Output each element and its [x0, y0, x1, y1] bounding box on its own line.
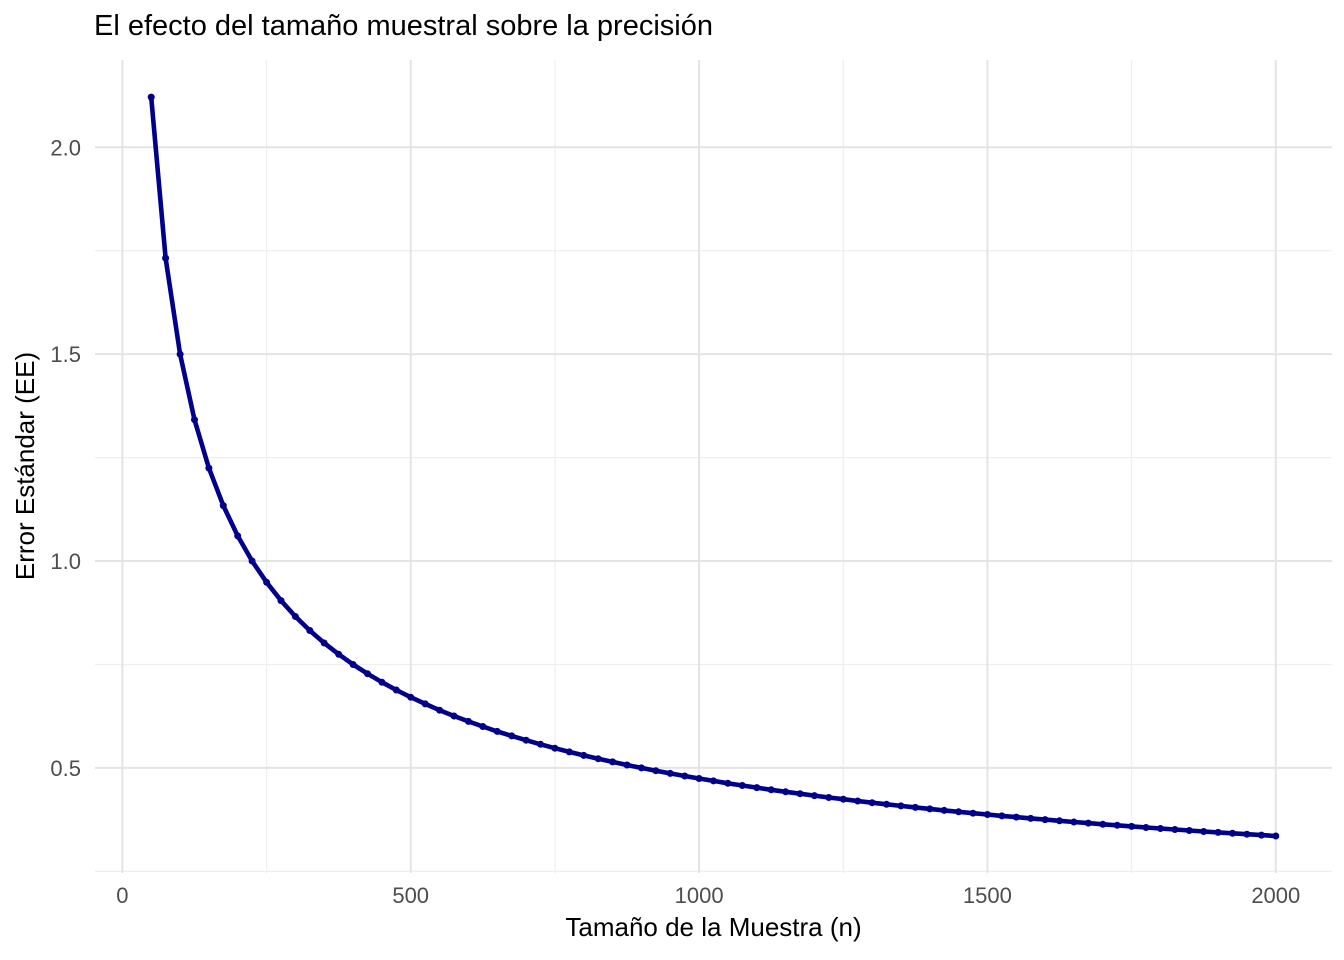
se-curve-point — [508, 732, 516, 740]
x-tick-label: 0 — [116, 883, 128, 908]
se-curve-point — [1128, 822, 1136, 830]
x-tick-label: 1500 — [963, 883, 1012, 908]
y-tick-label: 2.0 — [50, 135, 81, 160]
se-curve-point — [897, 802, 905, 810]
se-curve-point — [839, 795, 847, 803]
chart-title: El efecto del tamaño muestral sobre la p… — [94, 10, 713, 42]
se-curve-point — [306, 627, 314, 634]
se-curve-point — [421, 700, 429, 708]
se-curve-point — [1084, 819, 1092, 827]
se-curve-point — [1200, 828, 1208, 835]
se-curve-point — [407, 693, 415, 701]
se-curve-point — [147, 93, 155, 101]
se-curve-point — [219, 502, 227, 510]
se-curve-point — [1185, 827, 1193, 834]
se-curve-point — [450, 712, 458, 720]
se-curve-point — [969, 809, 977, 817]
se-curve-point — [883, 800, 890, 808]
se-curve-line — [148, 94, 1279, 839]
se-curve-point — [1272, 832, 1280, 840]
se-curve-point — [335, 650, 343, 658]
se-curve-point — [1156, 825, 1164, 832]
se-curve-point — [724, 779, 732, 787]
se-curve-point — [695, 775, 703, 782]
se-curve-point — [796, 790, 804, 798]
se-curve-point — [810, 792, 818, 800]
se-curve-point — [753, 784, 761, 792]
se-curve-point — [349, 661, 357, 668]
se-curve-point — [825, 794, 833, 801]
se-curve-point — [1214, 828, 1222, 836]
se-curve-point — [378, 678, 386, 686]
se-curve-point — [1012, 813, 1020, 821]
se-curve-point — [551, 744, 559, 752]
y-tick-label: 1.0 — [50, 549, 81, 574]
se-curve-point — [1229, 829, 1236, 837]
se-curve-point — [782, 788, 790, 796]
se-curve-point — [1027, 814, 1035, 822]
se-curve-point — [1113, 821, 1121, 829]
se-curve-point — [277, 597, 285, 605]
se-curve-point — [998, 812, 1006, 820]
se-curve-point — [176, 350, 184, 358]
se-curve-point — [681, 772, 689, 780]
se-curve-point — [162, 254, 170, 262]
se-curve-point — [436, 706, 444, 714]
se-curve-point — [537, 740, 544, 748]
se-curve-point — [983, 811, 991, 818]
se-curve-point — [926, 805, 934, 813]
se-curve-point — [1041, 816, 1049, 824]
se-curve-point — [1142, 824, 1150, 831]
se-curve-point — [522, 736, 530, 744]
se-curve-point — [767, 786, 775, 794]
se-curve-point — [191, 416, 198, 424]
se-curve-point — [234, 532, 242, 540]
se-curve-point — [911, 803, 919, 811]
se-curve-point — [1171, 826, 1179, 833]
se-curve-point — [868, 799, 876, 807]
se-curve-point — [854, 797, 862, 805]
se-curve-point — [493, 727, 501, 735]
se-curve-point — [263, 578, 271, 586]
y-axis-title: Error Estándar (EE) — [10, 351, 40, 581]
se-curve-point — [479, 723, 487, 730]
se-curve-point — [392, 686, 400, 694]
se-curve-point — [652, 767, 660, 775]
se-curve-point — [1070, 818, 1078, 826]
se-curve-point — [1257, 831, 1265, 839]
x-tick-label: 500 — [392, 883, 429, 908]
x-tick-label: 2000 — [1251, 883, 1300, 908]
se-curve-point — [623, 761, 631, 769]
se-curve-point — [320, 639, 328, 647]
se-curve-point — [637, 764, 645, 772]
se-curve-point — [565, 748, 573, 756]
se-curve-point — [710, 777, 717, 785]
y-tick-label: 1.5 — [50, 342, 81, 367]
se-curve-point — [464, 717, 472, 725]
se-curve-point — [1056, 817, 1063, 825]
se-curve-point — [248, 557, 256, 565]
se-curve-point — [594, 755, 602, 763]
y-tick-label: 0.5 — [50, 756, 81, 781]
se-curve-point — [1099, 820, 1107, 828]
x-axis-title: Tamaño de la Muestra (n) — [565, 912, 862, 942]
se-curve-point — [1243, 830, 1251, 838]
x-tick-label: 1000 — [675, 883, 724, 908]
se-curve-point — [291, 613, 299, 620]
se-curve-point — [666, 769, 674, 777]
se-curve-point — [609, 758, 617, 766]
se-curve-point — [940, 806, 948, 814]
se-curve-point — [205, 464, 213, 472]
se-curve-point — [738, 782, 746, 789]
se-curve-point — [364, 670, 371, 678]
se-curve-point — [955, 808, 963, 816]
se-curve-point — [580, 751, 588, 759]
